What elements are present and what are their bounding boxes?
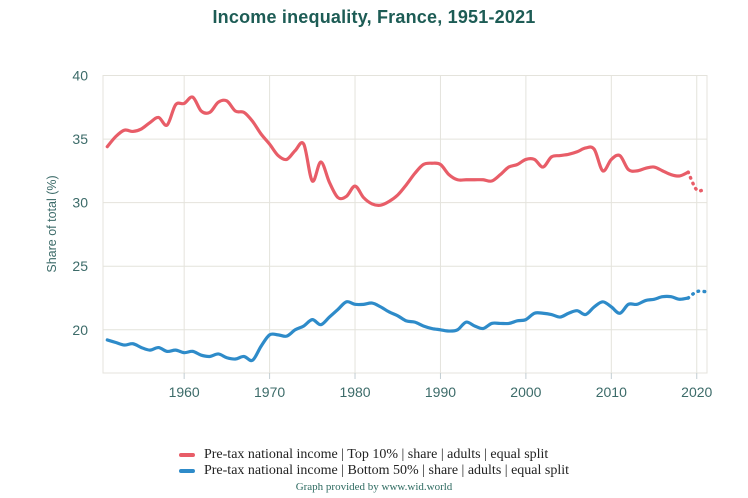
top10-line-swatch (178, 453, 195, 457)
chart-title: Income inequality, France, 1951-2021 (212, 7, 536, 27)
bottom50-line-dotted (686, 289, 707, 300)
x-tick-label: 2010 (596, 384, 627, 400)
x-tick-label: 1970 (254, 384, 285, 400)
top10-line-solid (105, 95, 690, 207)
credit-caption: Graph provided by www.wid.world (295, 481, 453, 493)
legend: Pre-tax national income | Top 10% | shar… (178, 447, 570, 479)
x-tick-label: 1960 (169, 384, 200, 400)
y-tick-label: 35 (72, 131, 88, 147)
top10-line-dotted (686, 170, 707, 193)
bottom50-line-solid (105, 294, 690, 363)
y-tick-label: 30 (72, 195, 88, 211)
x-tick-label: 2020 (681, 384, 712, 400)
legend-label-bottom50: Pre-tax national income | Bottom 50% | s… (203, 463, 570, 478)
x-tick-label: 1990 (425, 384, 456, 400)
x-tick-label: 1980 (339, 384, 370, 400)
y-tick-label: 40 (72, 68, 88, 84)
legend-item-bottom50[interactable]: Pre-tax national income | Bottom 50% | s… (178, 463, 570, 479)
y-tick-label: 25 (72, 258, 88, 274)
plot-border (102, 75, 708, 374)
legend-item-top10[interactable]: Pre-tax national income | Top 10% | shar… (178, 447, 549, 463)
legend-label-top10: Pre-tax national income | Top 10% | shar… (203, 447, 549, 462)
x-tick-label: 2000 (510, 384, 541, 400)
bottom50-line-swatch (178, 469, 195, 473)
y-tick-label: 20 (72, 322, 88, 338)
